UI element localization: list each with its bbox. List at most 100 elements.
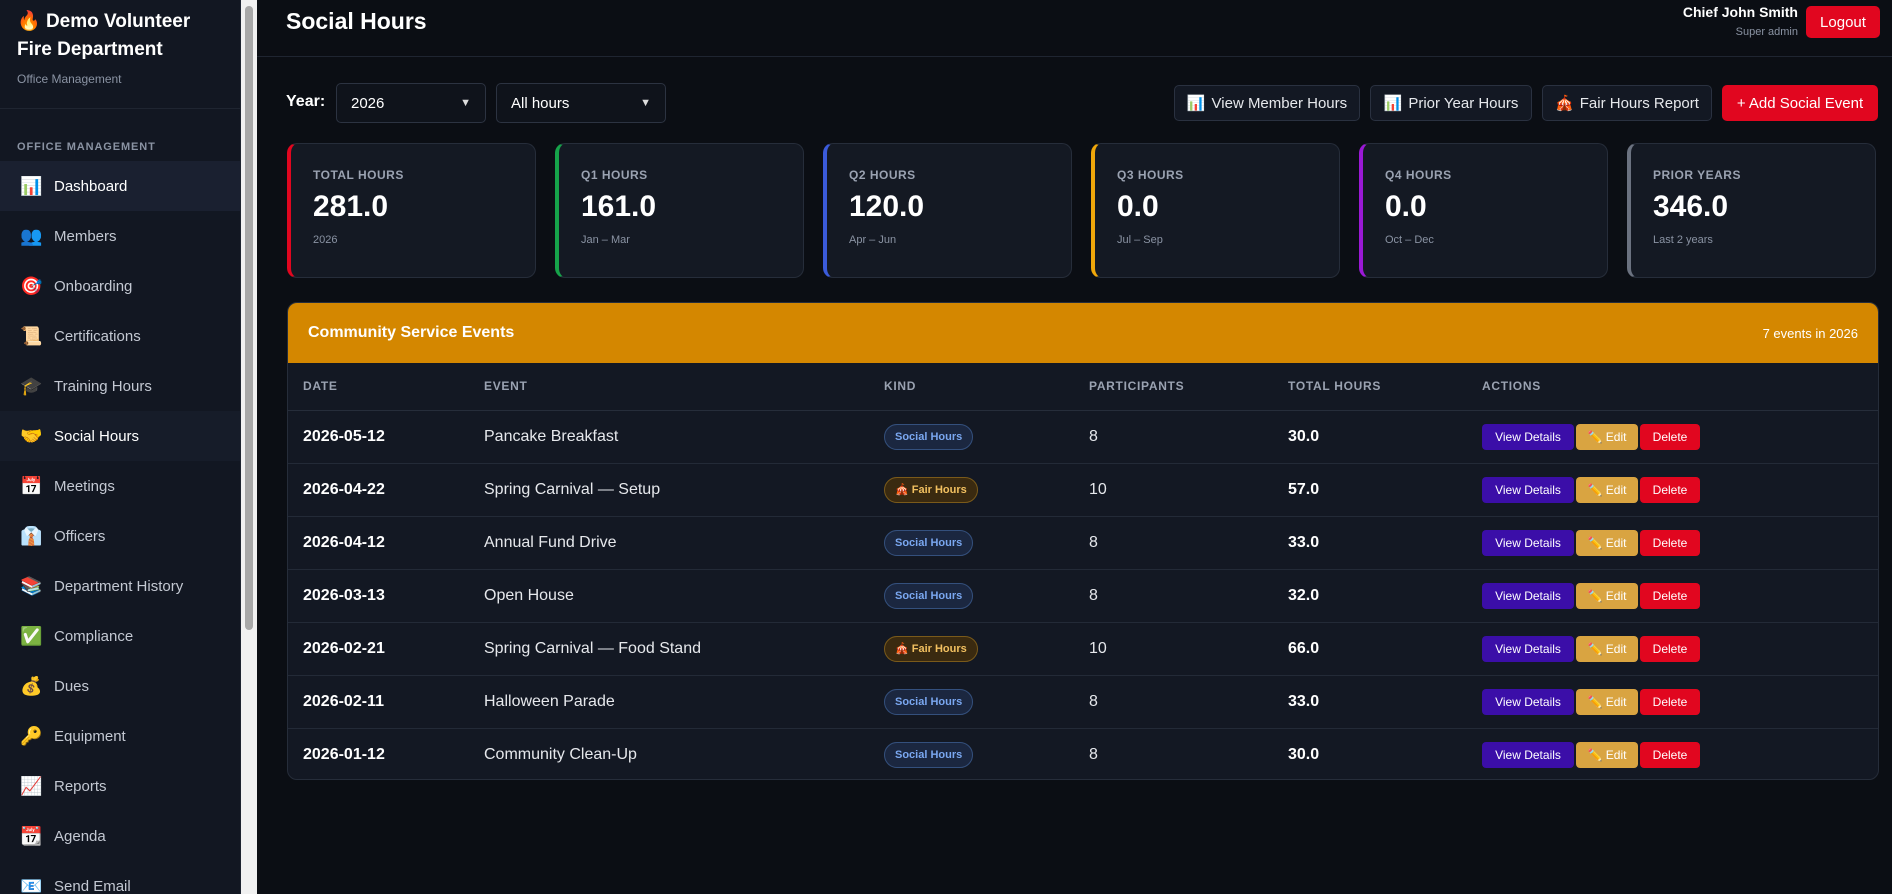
events-count: 7 events in 2026 — [1762, 325, 1858, 341]
event-total-hours: 33.0 — [1273, 516, 1467, 570]
sidebar-item-meetings[interactable]: 📅 Meetings — [0, 461, 240, 511]
view-details-button[interactable]: View Details — [1482, 529, 1574, 556]
edit-label: Edit — [1605, 747, 1627, 762]
edit-button[interactable]: ✏️ Edit — [1576, 529, 1638, 556]
scrollbar-thumb[interactable] — [245, 6, 253, 630]
column-header-actions: ACTIONS — [1467, 363, 1878, 411]
view-member-hours-button[interactable]: 📊 View Member Hours — [1174, 85, 1360, 121]
view-details-button[interactable]: View Details — [1482, 476, 1574, 503]
sidebar-item-department-history[interactable]: 📚 Department History — [0, 561, 240, 611]
edit-label: Edit — [1605, 535, 1627, 550]
column-header-total-hours[interactable]: TOTAL HOURS — [1273, 363, 1467, 411]
edit-label: Edit — [1605, 694, 1627, 709]
event-participants: 8 — [1074, 675, 1273, 729]
stat-value: 0.0 — [1117, 190, 1159, 223]
stat-label: PRIOR YEARS — [1653, 168, 1741, 182]
user-info: Chief John Smith Super admin — [1683, 4, 1798, 38]
logout-button[interactable]: Logout — [1806, 6, 1880, 38]
sidebar-item-send-email[interactable]: 📧 Send Email — [0, 861, 240, 894]
edit-button[interactable]: ✏️ Edit — [1576, 423, 1638, 450]
delete-button[interactable]: Delete — [1640, 582, 1700, 609]
target-icon: 🎯 — [20, 275, 43, 296]
bar-chart-icon: 📊 — [1383, 95, 1403, 112]
sidebar-item-members[interactable]: 👥 Members — [0, 211, 240, 261]
delete-button[interactable]: Delete — [1640, 635, 1700, 662]
view-details-button[interactable]: View Details — [1482, 635, 1574, 662]
event-total-hours: 57.0 — [1273, 463, 1467, 517]
events-panel: Community Service Events 7 events in 202… — [287, 302, 1879, 780]
delete-button[interactable]: Delete — [1640, 423, 1700, 450]
top-bar: Social Hours Chief John Smith Super admi… — [257, 0, 1892, 57]
sidebar-item-compliance[interactable]: ✅ Compliance — [0, 611, 240, 661]
sidebar-item-dues[interactable]: 💰 Dues — [0, 661, 240, 711]
money-bag-icon: 💰 — [20, 675, 43, 696]
pencil-icon: ✏️ — [1587, 694, 1603, 709]
brand-title[interactable]: 🔥 Demo Volunteer Fire Department — [17, 8, 223, 64]
events-header: Community Service Events 7 events in 202… — [288, 303, 1878, 363]
delete-button[interactable]: Delete — [1640, 529, 1700, 556]
sidebar-scrollbar[interactable] — [241, 0, 257, 894]
stat-card-q1-hours: Q1 HOURS 161.0 Jan – Mar — [555, 143, 804, 278]
edit-button[interactable]: ✏️ Edit — [1576, 688, 1638, 715]
edit-button[interactable]: ✏️ Edit — [1576, 476, 1638, 503]
event-actions: View Details ✏️ Edit Delete — [1467, 569, 1878, 623]
stat-value: 0.0 — [1385, 190, 1427, 223]
year-select[interactable]: 2026 ▼ — [336, 83, 486, 123]
stat-card-q3-hours: Q3 HOURS 0.0 Jul – Sep — [1091, 143, 1340, 278]
prior-year-hours-button[interactable]: 📊 Prior Year Hours — [1370, 85, 1532, 121]
events-title: Community Service Events — [308, 324, 515, 341]
delete-button[interactable]: Delete — [1640, 476, 1700, 503]
column-header-date[interactable]: DATE — [288, 363, 469, 411]
sidebar-item-training-hours[interactable]: 🎓 Training Hours — [0, 361, 240, 411]
stat-label: TOTAL HOURS — [313, 168, 404, 182]
column-header-kind[interactable]: KIND — [869, 363, 1074, 411]
edit-label: Edit — [1605, 482, 1627, 497]
table-row: 2026-02-11 Halloween Parade Social Hours 8 3… — [288, 675, 1878, 729]
edit-button[interactable]: ✏️ Edit — [1576, 582, 1638, 609]
view-details-button[interactable]: View Details — [1482, 688, 1574, 715]
event-kind-cell: 🎪 Fair Hours — [869, 463, 1074, 517]
sidebar-item-officers[interactable]: 👔 Officers — [0, 511, 240, 561]
event-name: Community Clean-Up — [484, 745, 637, 763]
events-table: DATE EVENT KIND PARTICIPANTS TOTAL HOURS… — [288, 363, 1878, 779]
stat-subtitle: 2026 — [313, 234, 338, 246]
sidebar-item-label: Social Hours — [54, 427, 140, 445]
graduation-cap-icon: 🎓 — [20, 375, 43, 396]
edit-label: Edit — [1605, 429, 1627, 444]
table-row: 2026-04-12 Annual Fund Drive Social Hours 8… — [288, 516, 1878, 570]
event-kind-cell: 🎪 Fair Hours — [869, 622, 1074, 676]
sidebar-item-reports[interactable]: 📈 Reports — [0, 761, 240, 811]
event-participants: 10 — [1074, 463, 1273, 517]
view-details-button[interactable]: View Details — [1482, 741, 1574, 768]
event-participants: 8 — [1089, 745, 1098, 763]
add-social-event-button[interactable]: + Add Social Event — [1722, 85, 1878, 121]
sidebar-item-certifications[interactable]: 📜 Certifications — [0, 311, 240, 361]
sidebar-item-dashboard[interactable]: 📊 Dashboard — [0, 161, 240, 211]
edit-button[interactable]: ✏️ Edit — [1576, 635, 1638, 662]
hours-filter-select[interactable]: All hours ▼ — [496, 83, 666, 123]
prior-year-hours-label: Prior Year Hours — [1408, 94, 1519, 112]
table-row: 2026-04-22 Spring Carnival — Setup 🎪 Fair … — [288, 463, 1878, 517]
calendar-icon: 📅 — [20, 475, 43, 496]
edit-button[interactable]: ✏️ Edit — [1576, 741, 1638, 768]
event-total-hours: 30.0 — [1288, 745, 1320, 763]
sidebar-item-social-hours[interactable]: 🤝 Social Hours — [0, 411, 240, 461]
view-details-button[interactable]: View Details — [1482, 423, 1574, 450]
sidebar-item-onboarding[interactable]: 🎯 Onboarding — [0, 261, 240, 311]
sidebar-item-equipment[interactable]: 🔑 Equipment — [0, 711, 240, 761]
table-row: 2026-01-12 Community Clean-Up Social Hours… — [288, 728, 1878, 779]
nav-list: 📊 Dashboard 👥 Members 🎯 Onboarding 📜 Certifi… — [0, 161, 240, 894]
column-header-event[interactable]: EVENT — [469, 363, 869, 411]
delete-button[interactable]: Delete — [1640, 688, 1700, 715]
view-details-button[interactable]: View Details — [1482, 582, 1574, 609]
edit-label: Edit — [1605, 588, 1627, 603]
stat-card-total-hours: TOTAL HOURS 281.0 2026 — [287, 143, 536, 278]
fair-hours-report-button[interactable]: 🎪 Fair Hours Report — [1542, 85, 1712, 121]
tear-off-calendar-icon: 📆 — [20, 825, 43, 846]
brand: 🔥 Demo Volunteer Fire Department Office … — [0, 0, 240, 109]
people-icon: 👥 — [20, 225, 43, 246]
delete-button[interactable]: Delete — [1640, 741, 1700, 768]
brand-subtitle: Office Management — [17, 72, 122, 86]
column-header-participants[interactable]: PARTICIPANTS — [1074, 363, 1273, 411]
sidebar-item-agenda[interactable]: 📆 Agenda — [0, 811, 240, 861]
